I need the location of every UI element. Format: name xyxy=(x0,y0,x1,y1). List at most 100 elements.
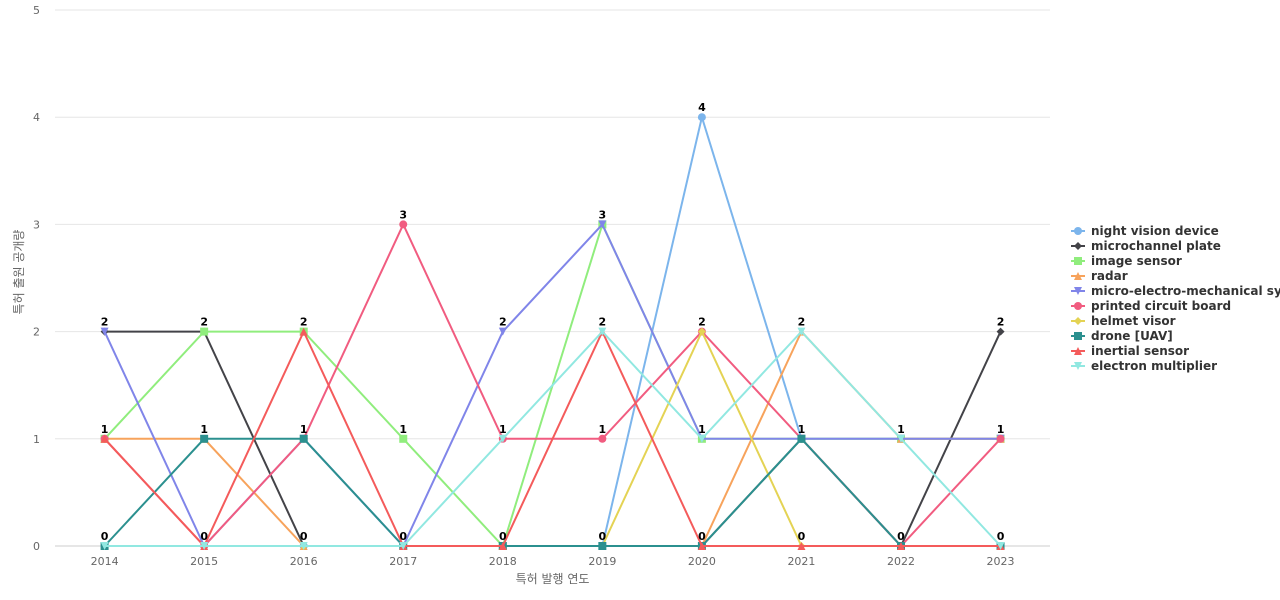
data-label: 2 xyxy=(599,316,607,329)
data-label: 1 xyxy=(300,423,308,436)
x-tick-label: 2017 xyxy=(389,555,417,568)
legend-label: inertial sensor xyxy=(1091,344,1189,358)
data-point[interactable] xyxy=(498,327,507,336)
y-axis-title: 특허 출원 공개량 xyxy=(12,230,26,315)
data-label: 3 xyxy=(399,208,407,221)
legend-label: helmet visor xyxy=(1091,314,1176,328)
legend-marker[interactable] xyxy=(1074,227,1082,235)
data-point[interactable] xyxy=(399,220,408,229)
legend-item[interactable]: printed circuit board xyxy=(1071,299,1231,313)
legend-label: micro-electro-mechanical sy... xyxy=(1091,284,1280,298)
data-point[interactable] xyxy=(697,434,706,443)
series-line[interactable] xyxy=(104,330,1002,547)
data-label: 0 xyxy=(698,530,706,543)
data-label: 0 xyxy=(499,530,507,543)
data-point[interactable] xyxy=(797,542,806,550)
x-tick-label: 2016 xyxy=(290,555,318,568)
data-point[interactable] xyxy=(200,327,209,336)
legend-marker[interactable] xyxy=(1074,257,1082,265)
data-point[interactable] xyxy=(897,542,905,550)
data-point[interactable] xyxy=(299,327,308,336)
series-layer xyxy=(100,113,1005,550)
data-point[interactable] xyxy=(100,434,109,443)
legend-marker[interactable] xyxy=(1074,302,1082,310)
data-point[interactable] xyxy=(299,434,308,443)
legend-label: image sensor xyxy=(1091,254,1182,268)
legend-item[interactable]: drone [UAV] xyxy=(1071,329,1173,343)
data-point[interactable] xyxy=(697,113,706,122)
y-tick-label: 1 xyxy=(33,433,40,446)
data-point[interactable] xyxy=(697,542,706,550)
data-point[interactable] xyxy=(598,327,607,336)
data-point[interactable] xyxy=(299,542,308,550)
legend-item[interactable]: helmet visor xyxy=(1071,314,1176,328)
data-point[interactable] xyxy=(797,327,806,336)
data-point[interactable] xyxy=(996,434,1005,443)
data-label: 1 xyxy=(997,423,1005,436)
data-point[interactable] xyxy=(996,327,1005,336)
data-label: 2 xyxy=(200,316,208,329)
data-point[interactable] xyxy=(200,542,209,550)
data-label: 1 xyxy=(599,423,607,436)
data-label: 0 xyxy=(300,530,308,543)
legend-item[interactable]: image sensor xyxy=(1071,254,1182,268)
data-label: 2 xyxy=(798,316,806,329)
data-point[interactable] xyxy=(598,434,607,443)
data-point[interactable] xyxy=(897,434,905,443)
data-label: 1 xyxy=(101,423,109,436)
data-point[interactable] xyxy=(100,327,109,336)
data-point[interactable] xyxy=(797,434,806,443)
legend-item[interactable]: inertial sensor xyxy=(1071,344,1189,358)
data-label: 0 xyxy=(599,530,607,543)
legend-label: drone [UAV] xyxy=(1091,329,1173,343)
legend-marker[interactable] xyxy=(1074,362,1082,370)
data-point[interactable] xyxy=(399,542,408,550)
data-label: 3 xyxy=(599,208,607,221)
data-point[interactable] xyxy=(100,542,109,550)
series-line[interactable] xyxy=(103,329,1001,548)
x-tick-label: 2022 xyxy=(887,555,915,568)
data-label: 1 xyxy=(698,423,706,436)
legend-item[interactable]: night vision device xyxy=(1071,224,1219,238)
data-point[interactable] xyxy=(399,434,408,443)
x-tick-label: 2023 xyxy=(987,555,1015,568)
data-label: 0 xyxy=(798,530,806,543)
x-tick-label: 2019 xyxy=(588,555,616,568)
y-tick-label: 2 xyxy=(33,326,40,339)
data-label: 1 xyxy=(798,423,806,436)
series-7 xyxy=(100,434,1005,550)
series-9 xyxy=(100,327,1005,550)
data-label: 2 xyxy=(997,316,1005,329)
data-label: 0 xyxy=(997,530,1005,543)
legend-item[interactable]: electron multiplier xyxy=(1071,359,1217,373)
data-point[interactable] xyxy=(697,327,706,336)
data-label: 2 xyxy=(300,316,308,329)
data-point[interactable] xyxy=(598,220,607,229)
data-point[interactable] xyxy=(498,542,507,550)
legend-item[interactable]: microchannel plate xyxy=(1071,239,1221,253)
legend-marker[interactable] xyxy=(1074,332,1082,340)
legend-marker[interactable] xyxy=(1074,272,1082,280)
legend-item[interactable]: micro-electro-mechanical sy... xyxy=(1071,284,1280,298)
data-point[interactable] xyxy=(996,542,1005,550)
legend-label: printed circuit board xyxy=(1091,299,1231,313)
x-tick-label: 2015 xyxy=(190,555,218,568)
legend-marker[interactable] xyxy=(1074,242,1082,250)
legend-label: radar xyxy=(1091,269,1128,283)
legend-label: electron multiplier xyxy=(1091,359,1217,373)
legend-item[interactable]: radar xyxy=(1071,269,1128,283)
legend-marker[interactable] xyxy=(1074,317,1082,325)
data-point[interactable] xyxy=(598,542,607,550)
series-line[interactable] xyxy=(103,437,1001,547)
data-point[interactable] xyxy=(200,434,209,443)
x-tick-label: 2018 xyxy=(489,555,517,568)
grid xyxy=(55,9,1050,440)
data-label: 2 xyxy=(698,316,706,329)
y-tick-label: 4 xyxy=(33,111,40,124)
legend-marker[interactable] xyxy=(1074,347,1082,355)
legend-marker[interactable] xyxy=(1074,287,1082,295)
data-point[interactable] xyxy=(498,434,507,443)
x-axis-ticks: 2014 2015 2016 2017 2018 2019 2020 2021 2022 2023 xyxy=(91,555,1015,568)
